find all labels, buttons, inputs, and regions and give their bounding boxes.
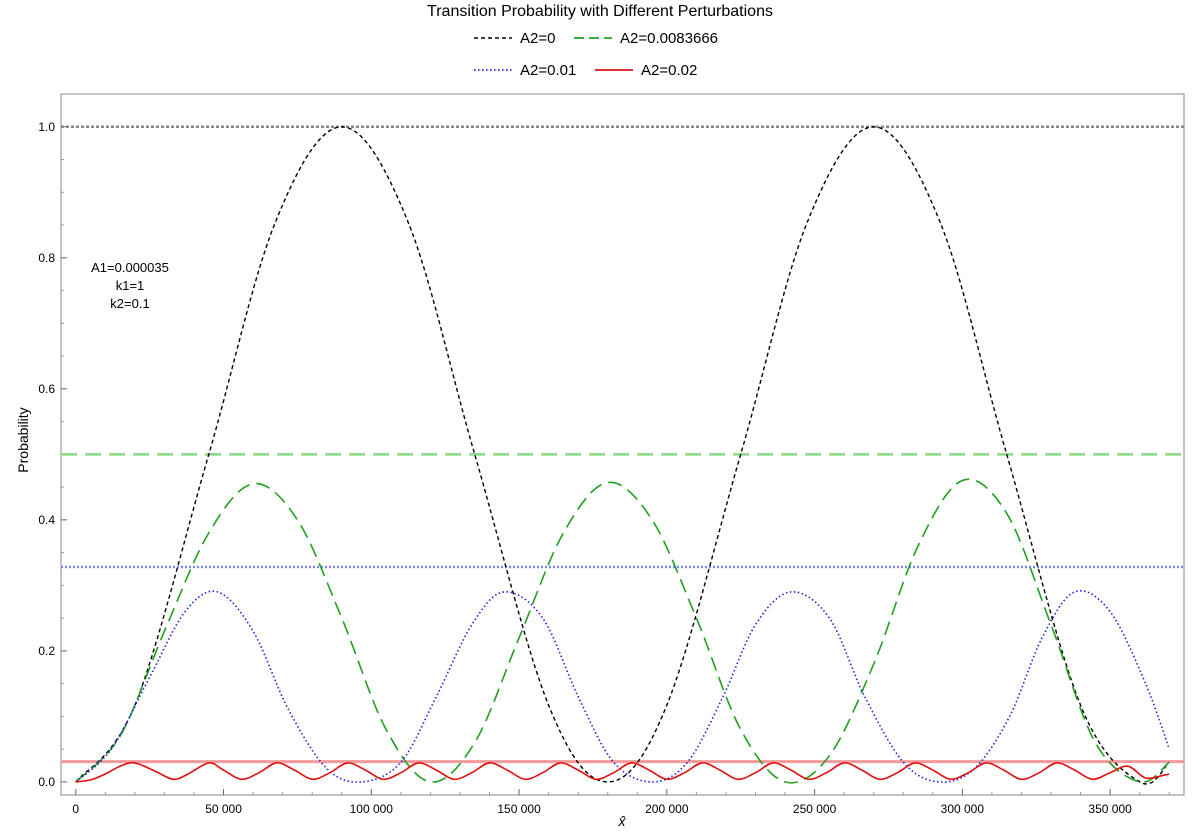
x-axis-ticks: 0 50 000 100 000 150 000 200 000 250 000 300 0…	[72, 789, 1170, 816]
series-line-1	[75, 478, 1170, 784]
series-line-3	[75, 761, 1170, 783]
x-tick-label: 100 000	[350, 802, 394, 816]
legend-label-a2-0: A2=0	[520, 30, 555, 47]
legend-label-a2-0083666: A2=0.0083666	[620, 30, 718, 47]
annotation-a1: A1=0.000035	[91, 260, 169, 275]
y-tick-label: 0.8	[38, 251, 55, 265]
x-tick-label: 250 000	[793, 802, 837, 816]
x-tick-label: 150 000	[497, 802, 541, 816]
parameter-annotation: A1=0.000035 k1=1 k2=0.1	[91, 260, 169, 311]
y-axis-ticks: 0.0 0.2 0.4 0.6 0.8 1.0	[38, 120, 67, 789]
y-tick-label: 0.4	[38, 513, 55, 527]
x-axis-label: x̂	[618, 813, 627, 829]
x-tick-label: 350 000	[1088, 802, 1132, 816]
series-line-0	[75, 126, 1170, 785]
max-lines	[61, 125, 1184, 764]
y-axis-label: Probability	[15, 407, 31, 472]
plot-frame	[60, 93, 1185, 796]
series-lines	[75, 126, 1170, 785]
x-tick-label: 50 000	[205, 802, 242, 816]
y-tick-label: 1.0	[38, 120, 55, 134]
y-tick-label: 0.0	[38, 775, 55, 789]
x-tick-label: 300 000	[941, 802, 985, 816]
x-tick-label: 0	[72, 802, 79, 816]
x-tick-label: 200 000	[645, 802, 689, 816]
legend: A2=0 A2=0.0083666 A2=0.01 A2=0.02	[474, 30, 718, 79]
chart-title: Transition Probability with Different Pe…	[427, 3, 773, 20]
series-line-2	[75, 590, 1170, 783]
legend-label-a2-002: A2=0.02	[641, 62, 697, 79]
legend-label-a2-001: A2=0.01	[520, 62, 576, 79]
annotation-k1: k1=1	[116, 278, 145, 293]
y-tick-label: 0.2	[38, 644, 55, 658]
y-tick-label: 0.6	[38, 382, 55, 396]
annotation-k2: k2=0.1	[110, 296, 149, 311]
